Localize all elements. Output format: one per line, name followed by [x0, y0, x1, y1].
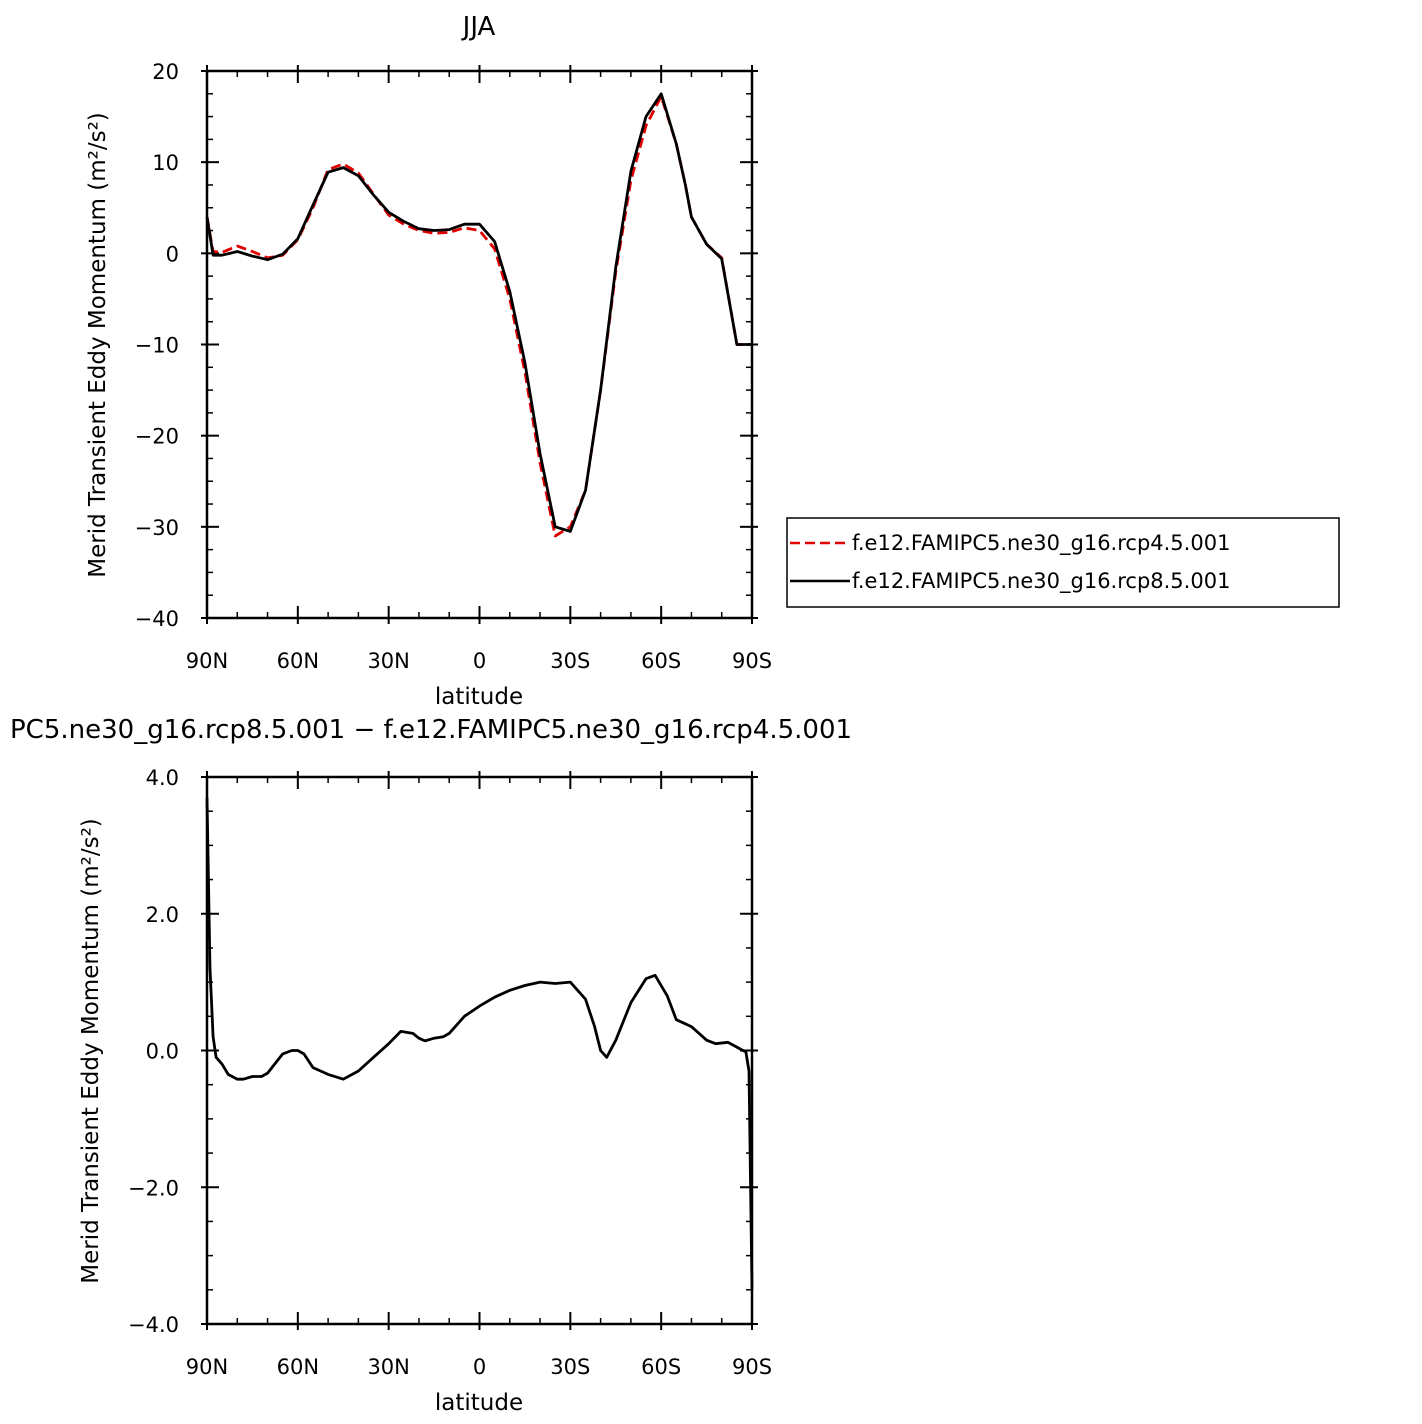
legend-entry-rcp45: f.e12.FAMIPC5.ne30_g16.rcp4.5.001: [852, 531, 1230, 556]
series-line-0: [205, 797, 754, 1290]
legend-entry-rcp85: f.e12.FAMIPC5.ne30_g16.rcp8.5.001: [852, 569, 1230, 594]
y-tick-labels: −4.0 −2.0 0.0 2.0 4.0: [128, 766, 179, 1337]
y-tick-label: 0: [166, 242, 179, 266]
x-tick-label: 0: [473, 1355, 486, 1379]
y-tick-label: −2.0: [128, 1176, 179, 1200]
x-tick-label: 30S: [550, 649, 590, 673]
y-axis-label: Merid Transient Eddy Momentum (m²/s²): [78, 818, 104, 1284]
series-line-1: [205, 92, 752, 533]
y-tick-label: 10: [152, 151, 179, 175]
legend: f.e12.FAMIPC5.ne30_g16.rcp4.5.001 f.e12.…: [786, 517, 1340, 608]
chart-title: PC5.ne30_g16.rcp8.5.001 − f.e12.FAMIPC5.…: [10, 715, 852, 745]
y-axis-label: Merid Transient Eddy Momentum (m²/s²): [85, 112, 111, 578]
x-tick-label: 0: [473, 649, 486, 673]
y-tick-label: −30: [135, 516, 179, 540]
series-lines: [205, 92, 752, 538]
chart-title: JJA: [461, 12, 496, 42]
series-line-0: [205, 95, 752, 538]
y-tick-label: 20: [152, 60, 179, 84]
y-tick-label: −40: [135, 607, 179, 631]
y-tick-label: 0.0: [146, 1040, 179, 1064]
x-tick-label: 30S: [550, 1355, 590, 1379]
x-tick-label: 90S: [732, 1355, 772, 1379]
y-tick-label: −10: [135, 334, 179, 358]
x-tick-label: 60S: [641, 1355, 681, 1379]
y-tick-label: −4.0: [128, 1313, 179, 1337]
x-axis-label: latitude: [435, 684, 523, 710]
y-tick-label: 2.0: [146, 903, 179, 927]
plot-frame: [205, 69, 754, 620]
plot-frame: [205, 775, 754, 1326]
x-tick-label: 90N: [186, 1355, 228, 1379]
x-axis-label: latitude: [435, 1390, 523, 1416]
x-tick-labels: 90N 60N 30N 0 30S 60S 90S: [186, 649, 772, 673]
y-tick-label: −20: [135, 425, 179, 449]
x-tick-label: 30N: [367, 649, 409, 673]
tick-marks: [201, 771, 758, 1330]
x-tick-label: 60N: [277, 649, 319, 673]
x-tick-label: 90N: [186, 649, 228, 673]
y-tick-labels: −40 −30 −20 −10 0 10 20: [135, 60, 179, 631]
legend-box: [786, 517, 1340, 608]
series-lines: [205, 797, 754, 1290]
x-tick-labels: 90N 60N 30N 0 30S 60S 90S: [186, 1355, 772, 1379]
x-tick-label: 60S: [641, 649, 681, 673]
chart-bottom: PC5.ne30_g16.rcp8.5.001 − f.e12.FAMIPC5.…: [10, 715, 852, 1416]
tick-marks: [201, 65, 758, 624]
y-tick-label: 4.0: [146, 766, 179, 790]
x-tick-label: 90S: [732, 649, 772, 673]
x-tick-label: 30N: [367, 1355, 409, 1379]
x-tick-label: 60N: [277, 1355, 319, 1379]
